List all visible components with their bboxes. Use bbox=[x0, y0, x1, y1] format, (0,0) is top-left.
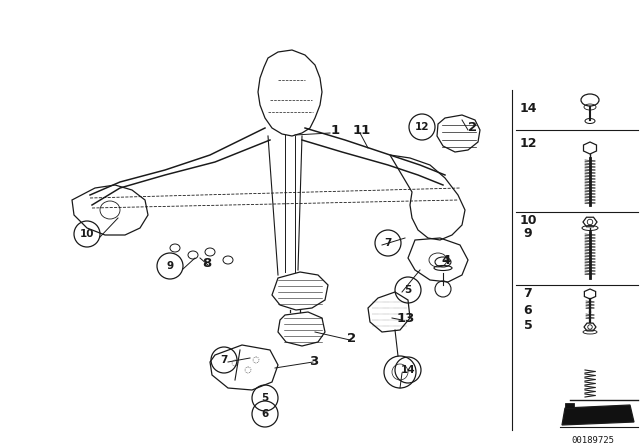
Text: 2: 2 bbox=[468, 121, 477, 134]
Text: 14: 14 bbox=[519, 102, 537, 115]
Text: 10: 10 bbox=[80, 229, 94, 239]
Text: 6: 6 bbox=[261, 409, 269, 419]
Text: 12: 12 bbox=[415, 122, 429, 132]
Text: 8: 8 bbox=[202, 257, 212, 270]
Text: 13: 13 bbox=[397, 311, 415, 324]
Text: 00189725: 00189725 bbox=[572, 435, 614, 444]
Text: 9: 9 bbox=[524, 227, 532, 240]
Text: 6: 6 bbox=[524, 303, 532, 316]
Text: 9: 9 bbox=[166, 261, 173, 271]
Text: 3: 3 bbox=[309, 354, 319, 367]
Text: 4: 4 bbox=[442, 254, 451, 267]
Polygon shape bbox=[565, 403, 574, 408]
Text: 7: 7 bbox=[524, 287, 532, 300]
Text: 7: 7 bbox=[220, 355, 228, 365]
Text: 10: 10 bbox=[519, 214, 537, 227]
Polygon shape bbox=[562, 405, 634, 425]
Text: 1: 1 bbox=[330, 124, 340, 137]
Text: 11: 11 bbox=[353, 124, 371, 137]
Text: 2: 2 bbox=[348, 332, 356, 345]
Text: 5: 5 bbox=[524, 319, 532, 332]
Text: 5: 5 bbox=[404, 285, 412, 295]
Text: 7: 7 bbox=[384, 238, 392, 248]
Text: 12: 12 bbox=[519, 137, 537, 150]
Text: 5: 5 bbox=[261, 393, 269, 403]
Text: 14: 14 bbox=[401, 365, 415, 375]
